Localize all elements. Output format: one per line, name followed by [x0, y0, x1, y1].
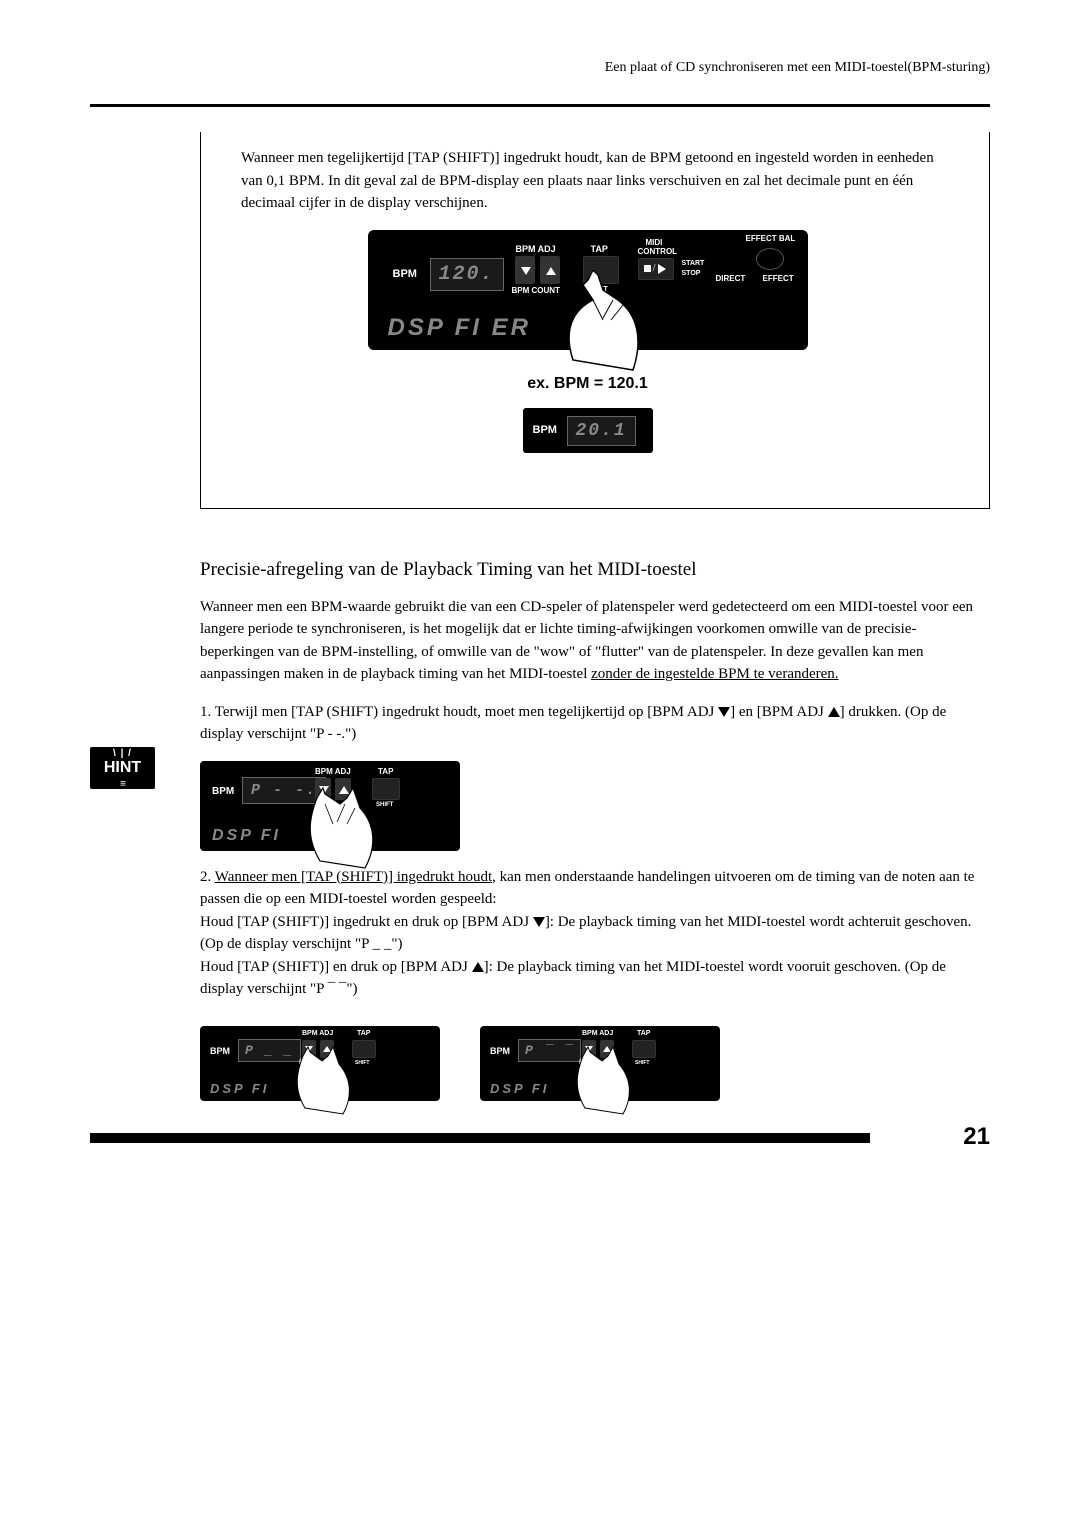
- bpm-up-btn-3: [320, 1040, 334, 1058]
- tap-btn-2: [372, 778, 400, 800]
- dial-icon: [756, 248, 784, 270]
- tap-label: TAP: [591, 244, 608, 254]
- bpm-up-btn-4: [600, 1040, 614, 1058]
- bpm-down-btn: [515, 256, 535, 284]
- page-header-text: Een plaat of CD synchroniseren met een M…: [90, 60, 990, 76]
- device-panel-2: BPM P - -. BPM ADJ TAP SHIFT DSP FI: [200, 761, 460, 851]
- effect-bal-label: EFFECT BAL: [746, 234, 796, 243]
- shift-label-4: SHIFT: [635, 1060, 649, 1066]
- tip-paragraph: Wanneer men tegelijkertijd [TAP (SHIFT)]…: [241, 147, 934, 215]
- panel-pair: BPM P _ _ BPM ADJ BPM COUNT TAP SHIFT DS…: [200, 1016, 990, 1116]
- tap-btn-4: [632, 1040, 656, 1058]
- device-panel-1: BPM 120. BPM ADJ BPM COUNT TAP SHIFT MID…: [368, 230, 808, 350]
- bpm-display-3: P _ _: [238, 1039, 301, 1062]
- page: Een plaat of CD synchroniseren met een M…: [0, 0, 1080, 1181]
- step2-a: 2.: [200, 869, 215, 885]
- bpm-display-4: P ¯ ¯: [518, 1039, 581, 1062]
- bpm-adj-label: BPM ADJ: [516, 244, 556, 254]
- dsp-text-2: DSP FI: [212, 827, 281, 845]
- device-panel-4: BPM P ¯ ¯ BPM ADJ BPM COUNT TAP SHIFT DS…: [480, 1026, 720, 1101]
- tap-btn-3: [352, 1040, 376, 1058]
- step1-b: ] en [BPM ADJ: [730, 704, 828, 720]
- bpm-standalone: BPM 20.1: [523, 408, 653, 453]
- shift-label: SHIFT: [588, 286, 608, 293]
- para1-text: Wanneer men een BPM-waarde gebruikt die …: [200, 599, 973, 683]
- tip-box: Wanneer men tegelijkertijd [TAP (SHIFT)]…: [200, 132, 990, 509]
- start-label: START: [682, 260, 705, 267]
- section2-step2: 2. Wanneer men [TAP (SHIFT)] ingedrukt h…: [200, 866, 990, 1001]
- bpm-adj-label-3: BPM ADJ: [302, 1030, 333, 1037]
- stop-label: STOP: [682, 270, 701, 277]
- triangle-down-icon-2: [533, 917, 545, 927]
- tap-label-2: TAP: [378, 767, 393, 776]
- footer-block: [90, 1133, 870, 1143]
- dsp-text: DSP FI ER: [388, 314, 531, 342]
- step2-underline: Wanneer men [TAP (SHIFT)] ingedrukt houd…: [215, 869, 496, 885]
- section-2: Precisie-afregeling van de Playback Timi…: [200, 559, 990, 1116]
- triangle-up-icon: [828, 707, 840, 717]
- dsp-text-4: DSP FI: [490, 1081, 549, 1096]
- effect-label: EFFECT: [763, 274, 794, 283]
- bpm-up-btn-2: [335, 778, 351, 800]
- bpm-down-btn-2: [315, 778, 331, 800]
- bpm-adj-label-2: BPM ADJ: [315, 767, 351, 776]
- bpm-display: 120.: [430, 258, 504, 291]
- hint-icon: \ | / HINT ≡: [90, 747, 155, 789]
- control-label: CONTROL: [638, 247, 678, 256]
- hint-rays-bottom: ≡: [119, 777, 126, 787]
- tip-box-inner: Wanneer men tegelijkertijd [TAP (SHIFT)]…: [231, 132, 959, 478]
- dsp-text-3: DSP FI: [210, 1081, 269, 1096]
- bpm-count-label-4: BPM COUNT: [579, 1060, 615, 1066]
- tap-label-3: TAP: [357, 1030, 370, 1037]
- step1-a: 1. Terwijl men [TAP (SHIFT) ingedrukt ho…: [200, 704, 718, 720]
- bpm-count-label: BPM COUNT: [512, 286, 560, 295]
- shift-label-3: SHIFT: [355, 1060, 369, 1066]
- step2-c: Houd [TAP (SHIFT)] ingedrukt en druk op …: [200, 914, 533, 930]
- midi-control-btn: /: [638, 258, 674, 280]
- bpm-count-label-3: BPM COUNT: [299, 1060, 335, 1066]
- bpm-display-2: P - -.: [242, 777, 326, 804]
- tap-btn: [583, 256, 619, 284]
- hint-rays: \ | /: [113, 749, 132, 759]
- hint-text: HINT: [104, 759, 141, 777]
- section2-title: Precisie-afregeling van de Playback Timi…: [200, 559, 990, 581]
- bpm-label: BPM: [393, 268, 417, 280]
- section2-step1: 1. Terwijl men [TAP (SHIFT) ingedrukt ho…: [200, 701, 990, 746]
- bpm-adj-label-4: BPM ADJ: [582, 1030, 613, 1037]
- content-column: Wanneer men tegelijkertijd [TAP (SHIFT)]…: [200, 132, 990, 509]
- bpm-label-3: BPM: [210, 1046, 230, 1056]
- section2-para1: Wanneer men een BPM-waarde gebruikt die …: [200, 596, 990, 686]
- header-rule: [90, 104, 990, 107]
- tap-label-4: TAP: [637, 1030, 650, 1037]
- triangle-up-icon-2: [472, 962, 484, 972]
- bpm-standalone-label: BPM: [533, 424, 557, 436]
- triangle-down-icon: [718, 707, 730, 717]
- bpm-label-2: BPM: [212, 786, 234, 797]
- page-number: 21: [963, 1123, 990, 1151]
- direct-label: DIRECT: [716, 274, 746, 283]
- bpm-down-btn-3: [302, 1040, 316, 1058]
- example-label: ex. BPM = 120.1: [241, 375, 934, 393]
- bpm-label-4: BPM: [490, 1046, 510, 1056]
- midi-label: MIDI: [646, 238, 663, 247]
- para1-underline: zonder de ingestelde BPM te veranderen.: [591, 666, 838, 682]
- bpm-down-btn-4: [582, 1040, 596, 1058]
- shift-label-2: SHIFT: [376, 802, 393, 808]
- step2-e: Houd [TAP (SHIFT)] en druk op [BPM ADJ: [200, 959, 472, 975]
- bpm-up-btn: [540, 256, 560, 284]
- bpm-standalone-display: 20.1: [567, 416, 636, 446]
- device-panel-3: BPM P _ _ BPM ADJ BPM COUNT TAP SHIFT DS…: [200, 1026, 440, 1101]
